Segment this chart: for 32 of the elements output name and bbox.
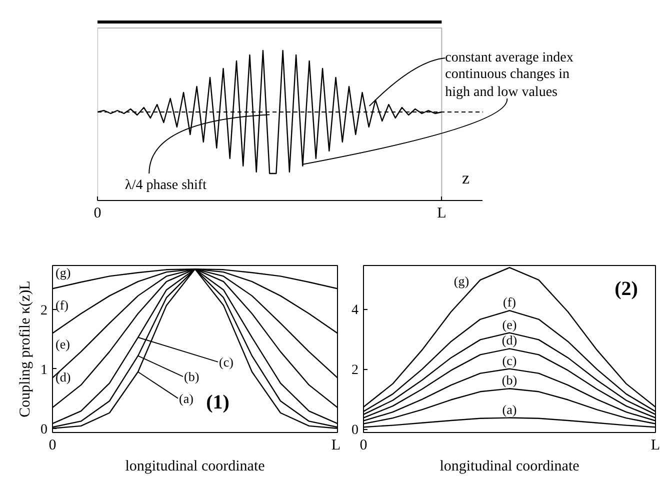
series-label: (g): [56, 264, 71, 280]
series-label: (g): [454, 274, 470, 289]
x-axis-title: longitudinal coordinate: [440, 458, 580, 474]
legend-label: (d): [56, 369, 71, 384]
series-label: (b): [502, 372, 518, 388]
y-tick-label: 0: [40, 422, 48, 438]
text: constant average index: [445, 50, 574, 66]
y-tick-label: 4: [352, 303, 358, 318]
y-tick-label: 0: [352, 423, 358, 438]
annotation: (1): [206, 391, 230, 414]
legend-label: (f): [56, 298, 68, 313]
annotation: λ/4 phase shift: [125, 178, 207, 193]
series-label: (e): [502, 316, 517, 332]
text: (a): [179, 390, 194, 406]
legend-label: (b): [184, 369, 200, 384]
x-tick-label: L: [650, 438, 660, 454]
series-label: (e): [56, 336, 70, 352]
y-tick-label: 2: [352, 363, 358, 378]
x-axis-title: longitudinal coordinate: [125, 458, 266, 474]
annotation: (2): [614, 278, 638, 300]
y-axis-title: Coupling profile κ(z)L: [18, 280, 34, 418]
y-tick-label: 2: [40, 303, 48, 318]
y-tick-label: 1: [40, 362, 48, 378]
series-label: (a): [502, 402, 517, 417]
series-label: (c): [502, 352, 517, 368]
x-tick-label: L: [437, 206, 446, 222]
series-label: (d): [502, 332, 518, 348]
series-label: (f): [503, 294, 516, 310]
x-tick-label: L: [331, 438, 341, 454]
x-axis-title: z: [462, 168, 470, 188]
series-label: (c): [219, 354, 234, 370]
text: continuous changes in high and low values: [445, 67, 570, 100]
